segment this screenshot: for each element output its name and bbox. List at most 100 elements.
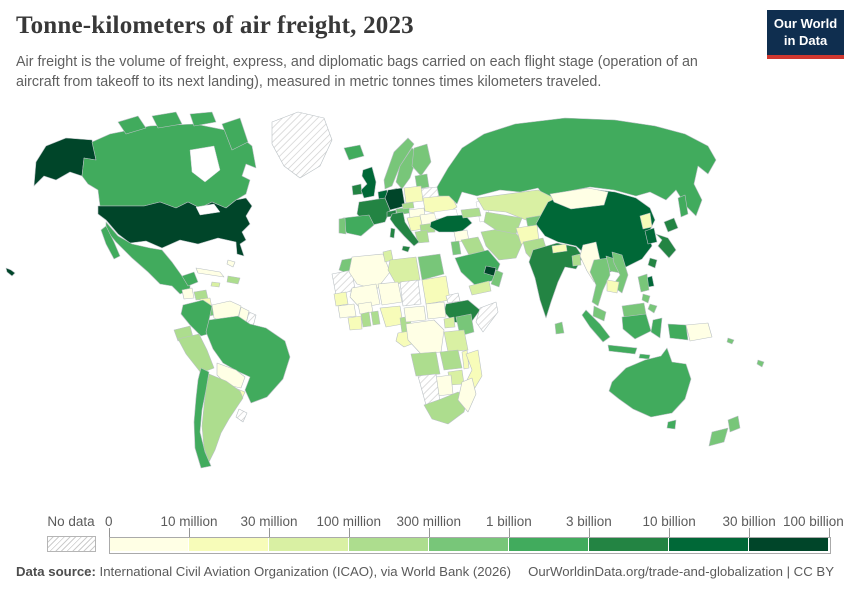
country-north-korea[interactable] [639, 212, 653, 230]
country-poland[interactable] [403, 185, 424, 204]
country-hispaniola[interactable] [226, 275, 241, 285]
legend-bin-1[interactable] [189, 537, 269, 551]
country-fiji[interactable] [756, 359, 765, 368]
country-sri-lanka[interactable] [554, 321, 565, 335]
country-papua-new-guinea[interactable] [685, 322, 713, 342]
country-portugal[interactable] [338, 217, 347, 235]
country-dr-congo[interactable] [405, 319, 445, 355]
country-turkey[interactable] [429, 214, 473, 233]
country-yemen[interactable] [468, 280, 492, 296]
country-guatemala[interactable] [181, 287, 195, 300]
country-philippines-visayas[interactable] [641, 293, 651, 304]
country-indonesia-java[interactable] [607, 344, 638, 355]
country-canada-baffin[interactable] [221, 117, 249, 151]
country-mexico-yucatan[interactable] [181, 271, 199, 287]
country-indonesia-lesser-sunda[interactable] [638, 353, 651, 360]
country-canada-island1[interactable] [117, 115, 147, 135]
country-egypt[interactable] [417, 253, 445, 281]
country-bangladesh[interactable] [571, 253, 582, 267]
country-israel-jordan[interactable] [450, 240, 462, 256]
country-japan-kyushu[interactable] [647, 257, 658, 269]
country-ghana[interactable] [360, 311, 372, 328]
country-canada-island2[interactable] [151, 111, 183, 129]
legend-bin-4[interactable] [429, 537, 509, 551]
country-philippines-mindanao[interactable] [647, 303, 658, 314]
country-russia-sakhalin[interactable] [677, 194, 689, 218]
country-czechia[interactable] [401, 201, 415, 210]
country-guinea[interactable] [337, 303, 357, 319]
country-car[interactable] [403, 305, 427, 323]
country-sweden[interactable] [395, 147, 419, 190]
country-united-states-hawaii[interactable] [5, 267, 16, 277]
country-united-kingdom[interactable] [360, 166, 377, 199]
country-nepal[interactable] [551, 243, 568, 254]
country-somalia[interactable] [475, 301, 499, 333]
owid-logo[interactable]: Our World in Data [767, 10, 844, 59]
country-australia-tasmania[interactable] [666, 419, 677, 430]
legend-bin-7[interactable] [669, 537, 749, 551]
country-uruguay[interactable] [235, 408, 248, 423]
legend-bin-8[interactable] [749, 537, 829, 551]
no-data-swatch[interactable] [47, 536, 96, 552]
country-libya[interactable] [387, 256, 421, 285]
country-georgia-azerbaijan[interactable] [460, 207, 482, 219]
country-japan-hokkaido[interactable] [663, 217, 679, 233]
country-eritrea[interactable] [445, 292, 461, 304]
country-bahamas[interactable] [226, 259, 236, 268]
country-indonesia-sulawesi[interactable] [650, 317, 663, 339]
country-italy[interactable] [389, 211, 420, 247]
country-iceland[interactable] [343, 144, 365, 161]
legend-bin-0[interactable] [109, 537, 189, 551]
country-germany[interactable] [384, 187, 406, 211]
country-italy-sicily[interactable] [401, 245, 411, 253]
country-baltics[interactable] [414, 173, 430, 190]
country-oman[interactable] [490, 269, 504, 288]
country-ireland[interactable] [351, 183, 363, 196]
country-tanzania[interactable] [443, 329, 469, 353]
country-greenland[interactable] [271, 111, 333, 179]
country-chad[interactable] [399, 279, 422, 307]
country-new-zealand-north[interactable] [727, 415, 741, 433]
legend-bin-6[interactable] [589, 537, 669, 551]
country-indonesia-papua[interactable] [667, 323, 689, 341]
country-uganda[interactable] [443, 316, 456, 329]
country-niger[interactable] [377, 281, 403, 306]
country-mongolia[interactable] [549, 187, 609, 210]
country-japan-honshu[interactable] [655, 233, 677, 259]
country-argentina[interactable] [201, 373, 244, 463]
country-uzbekistan-turkmenistan[interactable] [483, 211, 523, 235]
country-sudan[interactable] [421, 275, 451, 305]
country-solomon-islands[interactable] [726, 337, 735, 345]
country-angola[interactable] [410, 351, 441, 377]
country-indonesia-kalimantan[interactable] [621, 313, 652, 340]
country-malaysia[interactable] [592, 305, 607, 322]
country-zambia[interactable] [439, 349, 463, 371]
country-south-korea[interactable] [644, 227, 658, 245]
country-mexico-baja[interactable] [100, 225, 121, 260]
country-togo-benin[interactable] [370, 310, 381, 326]
legend-bin-3[interactable] [349, 537, 429, 551]
country-nigeria[interactable] [379, 305, 404, 328]
country-chile[interactable] [193, 367, 212, 469]
country-indonesia-sumatra[interactable] [581, 309, 611, 343]
country-canada-island3[interactable] [189, 111, 217, 127]
country-peru[interactable] [177, 333, 215, 374]
country-finland[interactable] [411, 143, 432, 177]
country-new-zealand-south[interactable] [708, 427, 729, 447]
country-cuba[interactable] [195, 267, 225, 278]
map-legend: No data 0 10 million 30 million 100 million… [0, 514, 850, 556]
country-madagascar[interactable] [457, 377, 477, 413]
legend-bin-2[interactable] [269, 537, 349, 551]
country-south-sudan[interactable] [425, 301, 447, 320]
country-brazil[interactable] [205, 315, 291, 404]
country-italy-sardinia[interactable] [389, 227, 396, 239]
country-senegal[interactable] [333, 291, 349, 307]
country-ivory-coast[interactable] [347, 315, 363, 331]
country-india[interactable] [528, 242, 584, 319]
country-australia[interactable] [608, 347, 692, 418]
owid-link[interactable]: OurWorldinData.org/trade-and-globalizati… [528, 564, 834, 579]
legend-bin-5[interactable] [509, 537, 589, 551]
country-philippines-luzon[interactable] [637, 273, 650, 293]
country-cambodia[interactable] [606, 279, 620, 294]
country-jamaica[interactable] [210, 281, 221, 288]
